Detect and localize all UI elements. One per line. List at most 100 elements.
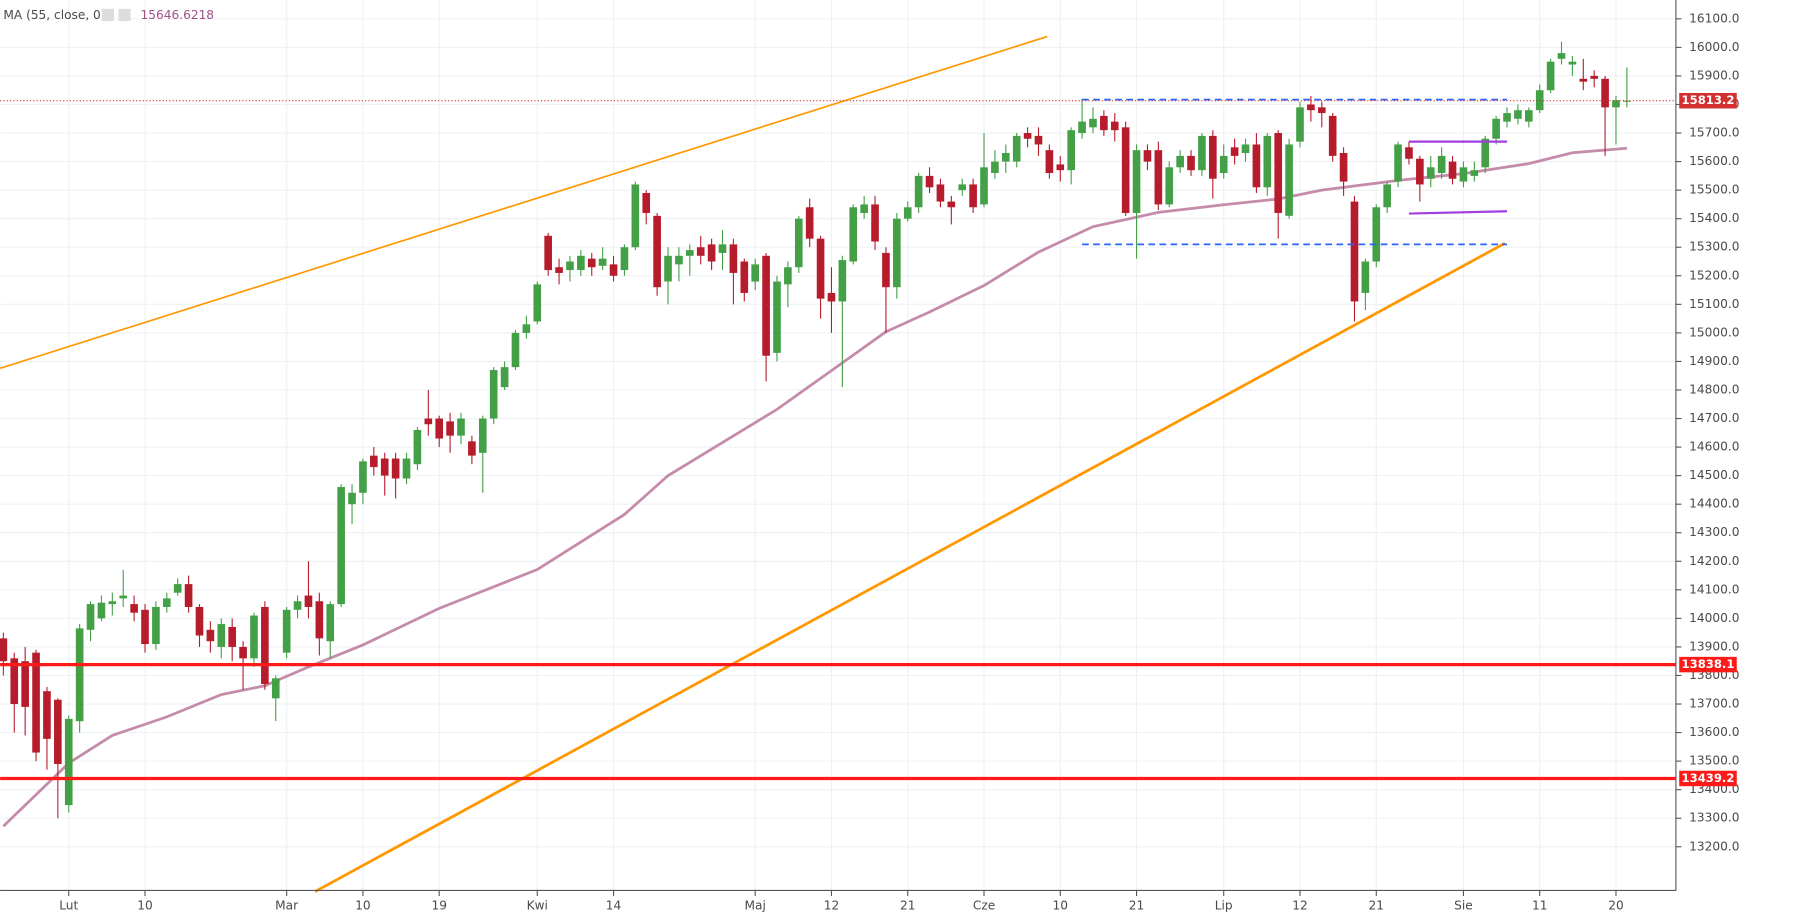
candle-body [1405, 147, 1413, 159]
candle-body [468, 441, 476, 456]
candle-body [1241, 144, 1250, 154]
candle-body [631, 184, 640, 248]
settings-icon[interactable] [101, 8, 115, 22]
candle-body [239, 646, 247, 659]
candle-body [1143, 150, 1152, 162]
y-tick-label: 13700.0 [1689, 697, 1739, 711]
close-icon[interactable] [118, 8, 131, 22]
drawing-line [1408, 210, 1508, 215]
candle-body [10, 658, 19, 705]
candle-body [1514, 110, 1522, 119]
x-tick-label: Mar [275, 898, 298, 912]
y-tick-label: 15700.0 [1689, 126, 1739, 140]
candle-body [1525, 110, 1533, 122]
candle-body [1045, 150, 1054, 174]
candle-body [1219, 155, 1228, 174]
y-tick-label: 16100.0 [1689, 11, 1739, 25]
candle-body [805, 207, 814, 239]
candle-body [64, 718, 73, 806]
candle-body [784, 267, 792, 285]
candle-body [1034, 135, 1043, 145]
x-tick-label: 12 [1292, 898, 1307, 912]
candle-body [675, 255, 683, 265]
candle-body [1535, 90, 1544, 111]
candle-body [686, 250, 694, 256]
price-label-box [1679, 656, 1737, 673]
price-label-box [1679, 92, 1737, 109]
candle-body [217, 624, 226, 647]
candle-body [718, 244, 727, 253]
candle-body [1470, 170, 1479, 176]
candle-body [162, 598, 171, 607]
candle-body [1437, 155, 1446, 174]
candle-body [1546, 61, 1555, 91]
y-tick-label: 16000.0 [1689, 40, 1739, 54]
candle-body [566, 261, 574, 271]
candle-body [1383, 184, 1391, 208]
candle-body [1285, 144, 1293, 216]
candle-body [664, 255, 672, 282]
candle-body [1590, 75, 1599, 79]
candle-body [206, 629, 215, 642]
candle-body [478, 418, 487, 453]
candle-body [435, 418, 444, 439]
x-tick-label: 10 [1053, 898, 1068, 912]
y-tick-label: 13300.0 [1689, 811, 1739, 825]
candle-body [1263, 135, 1272, 188]
candle-body [195, 606, 204, 636]
candle-body [261, 606, 269, 685]
x-tick-label: 14 [606, 898, 622, 912]
y-tick-label: 14000.0 [1689, 611, 1739, 625]
candle-body [555, 267, 563, 273]
x-tick-label: 10 [137, 898, 152, 912]
candle-body [337, 487, 345, 605]
x-tick-label: Lip [1215, 898, 1233, 912]
x-tick-label: Lut [59, 898, 78, 912]
y-tick-label: 15400.0 [1689, 211, 1739, 225]
candle-body [457, 418, 465, 436]
candle-body [173, 584, 182, 593]
candle-body [152, 606, 160, 645]
y-tick-label: 14400.0 [1689, 497, 1739, 511]
candle-body [130, 604, 138, 613]
candle-body [1132, 150, 1141, 213]
candle-body [250, 615, 258, 659]
candle-body [1252, 144, 1261, 188]
y-tick-label: 13500.0 [1689, 754, 1739, 768]
candle-body [882, 252, 890, 288]
candle-body [1078, 121, 1086, 134]
candle-body [1503, 113, 1511, 122]
grid [0, 0, 1676, 891]
candle-body [97, 602, 106, 619]
candle-body [1579, 78, 1588, 82]
candle-body [108, 601, 117, 605]
candle-body [1209, 135, 1217, 179]
candle-body [1492, 118, 1500, 139]
candle-body [500, 367, 509, 388]
candle-body [1361, 261, 1370, 293]
candle-body [1416, 158, 1424, 185]
candle-body [1350, 201, 1359, 302]
candle-body [413, 429, 422, 465]
candle-body [980, 167, 988, 205]
candle-body [43, 691, 51, 739]
candle-body [1230, 147, 1239, 156]
candle-body [903, 207, 912, 219]
price-label: 13439.2 [1682, 771, 1735, 785]
candle-body [947, 201, 956, 208]
x-tick-label: 19 [431, 898, 446, 912]
candle-body [1394, 144, 1402, 182]
candle-body [184, 584, 193, 607]
candle-body [893, 218, 901, 288]
candle-body [228, 626, 236, 647]
candle-body [1154, 150, 1163, 205]
candle-body [304, 595, 313, 607]
candle-body [141, 609, 149, 645]
candle-body [849, 207, 858, 262]
candle-body [1459, 167, 1468, 182]
candle-body [1339, 153, 1348, 182]
y-tick-label: 15000.0 [1689, 325, 1739, 339]
candle-body [871, 204, 879, 242]
x-tick-label: Kwi [527, 898, 548, 912]
